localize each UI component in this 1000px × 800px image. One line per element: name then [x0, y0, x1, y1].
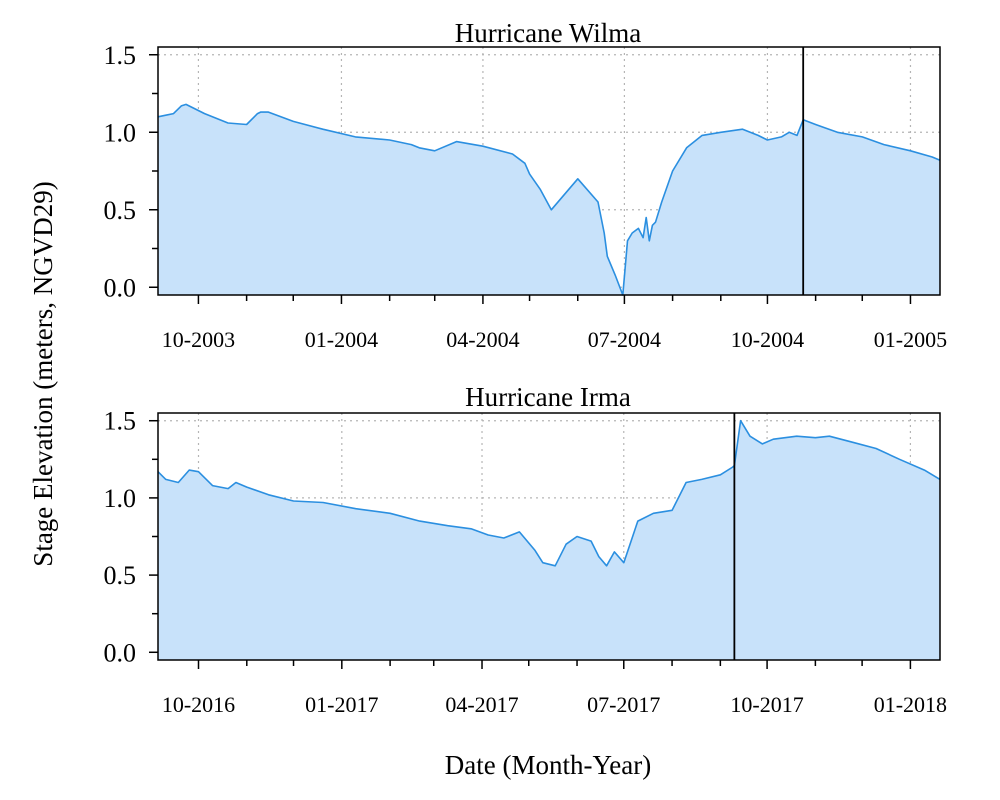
x-tick-label: 07-2017 — [587, 692, 660, 717]
x-tick-label: 01-2017 — [305, 692, 378, 717]
y-tick-label: 1.0 — [104, 484, 137, 513]
stage-area-fill — [158, 420, 940, 660]
stage-elevation-line — [157, 103, 941, 296]
x-tick-label: 10-2003 — [162, 327, 235, 352]
x-tick-label: 01-2018 — [874, 692, 947, 717]
x-axis-title: Date (Month-Year) — [445, 750, 651, 780]
x-tick-label: 10-2004 — [731, 327, 804, 352]
y-tick-label: 0.0 — [104, 273, 137, 302]
panel-title: Hurricane Irma — [465, 382, 631, 412]
y-tick-label: 0.5 — [104, 196, 137, 225]
y-axis-title: Stage Elevation (meters, NGVD29) — [28, 181, 58, 566]
x-tick-label: 04-2017 — [445, 692, 518, 717]
x-tick-label: 01-2004 — [305, 327, 378, 352]
panel-title: Hurricane Wilma — [455, 18, 642, 48]
y-tick-label: 1.5 — [104, 407, 137, 436]
y-tick-label: 0.0 — [104, 638, 137, 667]
x-tick-label: 07-2004 — [588, 327, 661, 352]
y-tick-label: 1.0 — [104, 118, 137, 147]
stage-area-fill — [158, 104, 940, 296]
panel-hurricane-wilma: 0.0 0.5 1.0 1.5 10-2003 01-2004 04-2004 07-2004… — [104, 18, 948, 352]
x-tick-label: 10-2017 — [730, 692, 803, 717]
x-tick-label: 01-2005 — [874, 327, 947, 352]
y-tick-label: 1.5 — [104, 41, 137, 70]
x-tick-label: 04-2004 — [446, 327, 519, 352]
x-tick-label: 10-2016 — [162, 692, 235, 717]
stage-elevation-line — [157, 419, 941, 567]
y-tick-label: 0.5 — [104, 561, 137, 590]
panel-hurricane-irma: 0.0 0.5 1.0 1.5 10-2016 01-2017 04-2017 07-2017… — [104, 382, 948, 717]
